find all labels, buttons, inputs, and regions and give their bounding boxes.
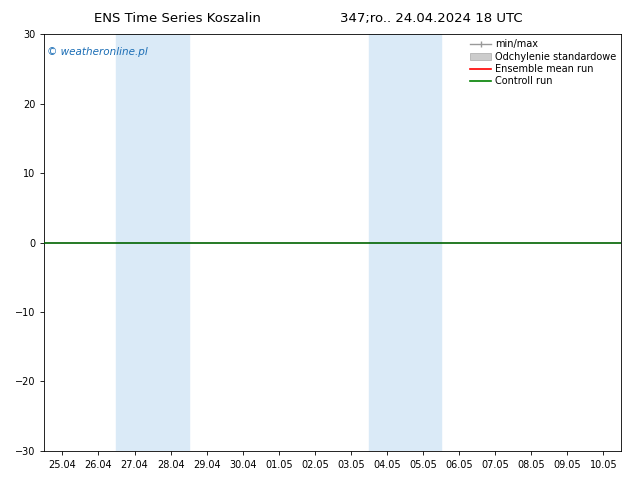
Text: ENS Time Series Koszalin: ENS Time Series Koszalin [94, 12, 261, 25]
Text: 347;ro.. 24.04.2024 18 UTC: 347;ro.. 24.04.2024 18 UTC [340, 12, 522, 25]
Bar [369, 34, 441, 451]
Text: © weatheronline.pl: © weatheronline.pl [48, 47, 148, 57]
Bar [117, 34, 189, 451]
Legend: min/max, Odchylenie standardowe, Ensemble mean run, Controll run: min/max, Odchylenie standardowe, Ensembl… [467, 36, 619, 89]
